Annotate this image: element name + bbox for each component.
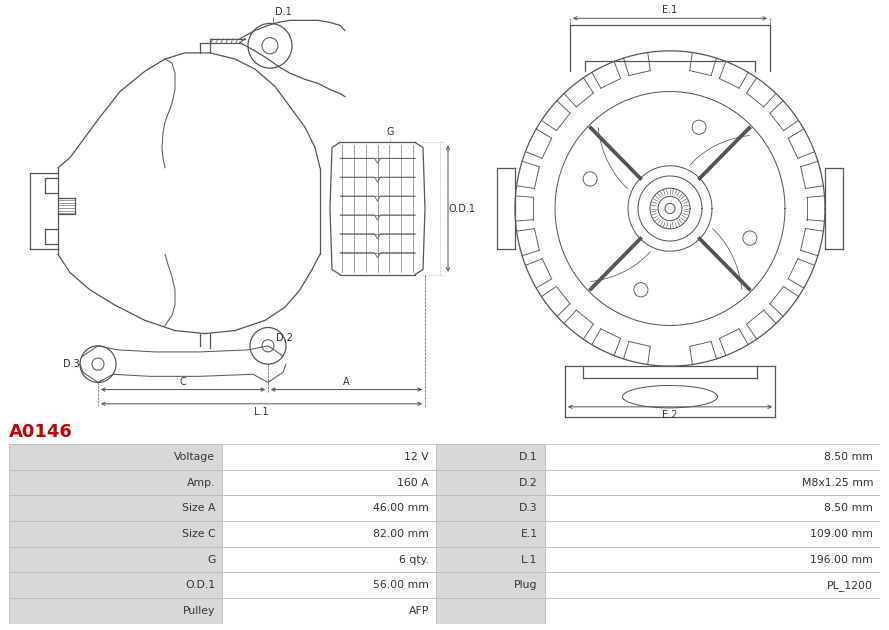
Text: 160 A: 160 A xyxy=(397,478,428,488)
Bar xyxy=(436,573,545,598)
Text: E.1: E.1 xyxy=(521,529,538,539)
Bar xyxy=(436,444,545,470)
Text: Size C: Size C xyxy=(181,529,215,539)
Bar xyxy=(9,444,222,470)
Bar xyxy=(436,470,545,495)
Bar xyxy=(222,444,436,470)
Text: E.2: E.2 xyxy=(662,410,677,420)
Text: Voltage: Voltage xyxy=(174,452,215,462)
Text: Plug: Plug xyxy=(514,580,538,590)
Bar xyxy=(9,521,222,547)
Text: O.D.1: O.D.1 xyxy=(185,580,215,590)
Text: D.3: D.3 xyxy=(63,359,80,369)
Text: A: A xyxy=(343,377,349,387)
Text: 46.00 mm: 46.00 mm xyxy=(373,503,428,513)
Text: C: C xyxy=(180,377,187,387)
Bar xyxy=(222,470,436,495)
Text: D.1: D.1 xyxy=(519,452,538,462)
Text: 109.00 mm: 109.00 mm xyxy=(810,529,873,539)
Text: 6 qty.: 6 qty. xyxy=(399,554,428,564)
Text: Amp.: Amp. xyxy=(187,478,215,488)
Bar xyxy=(9,598,222,624)
Text: M8x1.25 mm: M8x1.25 mm xyxy=(802,478,873,488)
Bar xyxy=(9,495,222,521)
Text: L.1: L.1 xyxy=(254,407,268,417)
Bar xyxy=(222,598,436,624)
Bar xyxy=(222,495,436,521)
Text: D.2: D.2 xyxy=(519,478,538,488)
Bar xyxy=(545,521,880,547)
Text: D.1: D.1 xyxy=(275,8,292,17)
Bar xyxy=(222,547,436,573)
Text: PL_1200: PL_1200 xyxy=(827,580,873,591)
Bar xyxy=(436,598,545,624)
Text: O.D.1: O.D.1 xyxy=(448,203,476,214)
Text: 8.50 mm: 8.50 mm xyxy=(824,503,873,513)
Text: A0146: A0146 xyxy=(9,423,73,440)
Text: 56.00 mm: 56.00 mm xyxy=(373,580,428,590)
Text: L.1: L.1 xyxy=(521,554,538,564)
Bar xyxy=(545,547,880,573)
Bar xyxy=(9,573,222,598)
Text: AFP: AFP xyxy=(408,606,428,616)
Text: E.1: E.1 xyxy=(662,5,677,15)
Text: Size A: Size A xyxy=(182,503,215,513)
Text: D.2: D.2 xyxy=(276,333,292,343)
Text: 8.50 mm: 8.50 mm xyxy=(824,452,873,462)
Bar xyxy=(545,444,880,470)
Bar xyxy=(9,470,222,495)
Bar xyxy=(545,470,880,495)
Text: 82.00 mm: 82.00 mm xyxy=(373,529,428,539)
Text: 196.00 mm: 196.00 mm xyxy=(811,554,873,564)
Text: G: G xyxy=(386,127,394,137)
Text: Pulley: Pulley xyxy=(183,606,215,616)
Text: G: G xyxy=(207,554,215,564)
Bar xyxy=(436,521,545,547)
Bar xyxy=(222,521,436,547)
Text: 12 V: 12 V xyxy=(404,452,428,462)
Bar xyxy=(545,573,880,598)
Bar xyxy=(436,495,545,521)
Bar xyxy=(436,547,545,573)
Text: D.3: D.3 xyxy=(519,503,538,513)
Bar xyxy=(545,495,880,521)
Bar xyxy=(222,573,436,598)
Bar xyxy=(9,547,222,573)
Bar xyxy=(545,598,880,624)
